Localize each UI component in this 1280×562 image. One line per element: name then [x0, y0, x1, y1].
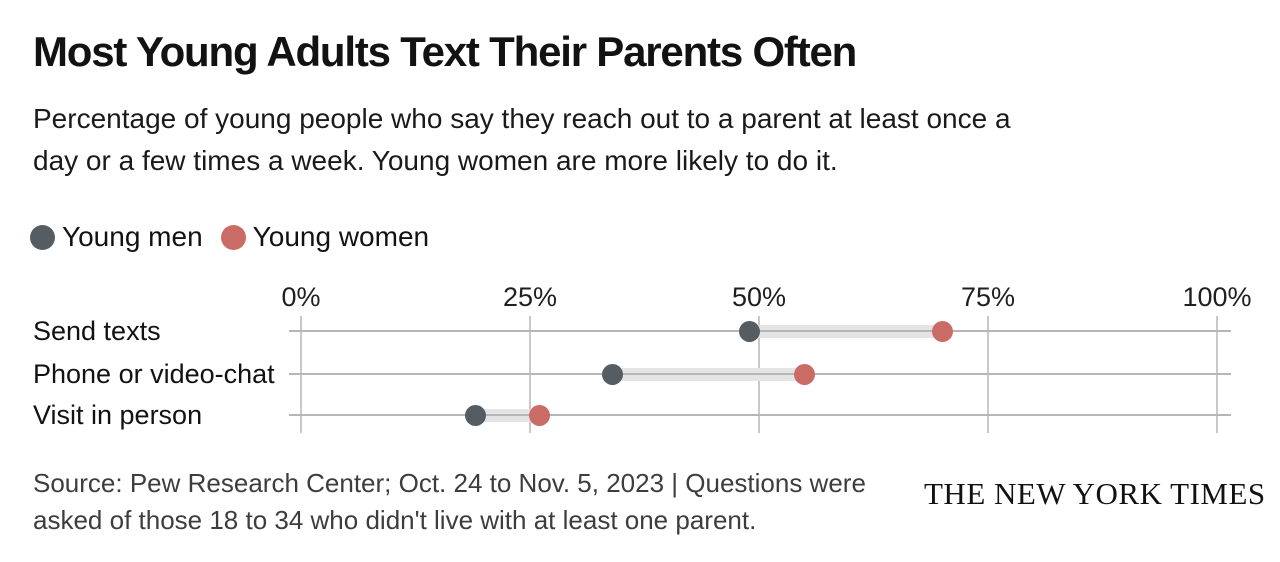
- legend-dot-young-women-icon: [220, 224, 246, 250]
- dot-young-men: [739, 320, 761, 342]
- x-axis-tick-label: 0%: [281, 282, 321, 312]
- category-label: Phone or video-chat: [33, 359, 275, 389]
- row-gridline: [289, 373, 1231, 375]
- category-label: Send texts: [33, 316, 161, 346]
- dot-young-women: [931, 320, 953, 342]
- legend-dot-young-men-icon: [30, 224, 55, 250]
- dot-young-men: [464, 404, 486, 426]
- row-gridline: [289, 414, 1231, 416]
- dot-young-women: [794, 363, 816, 385]
- legend-label-young-men: Young men: [62, 221, 203, 252]
- legend-item-young-men: Young men: [30, 221, 203, 253]
- legend: Young men Young women: [30, 221, 429, 253]
- source-note: Source: Pew Research Center; Oct. 24 to …: [33, 465, 866, 539]
- dot-young-men: [601, 363, 623, 385]
- x-axis-tick-label: 25%: [502, 282, 558, 312]
- subtitle-line: day or a few times a week. Young women a…: [33, 145, 838, 176]
- category-label: Visit in person: [33, 400, 203, 430]
- legend-label-young-women: Young women: [252, 221, 430, 252]
- chart-title: Most Young Adults Text Their Parents Oft…: [33, 28, 857, 75]
- x-axis-tick-label: 50%: [731, 282, 787, 312]
- legend-item-young-women: Young women: [220, 221, 430, 253]
- dot-young-women: [528, 404, 550, 426]
- x-axis-tick-label: 75%: [960, 282, 1016, 312]
- x-axis-tick-label: 100%: [1182, 282, 1252, 312]
- source-line: Source: Pew Research Center; Oct. 24 to …: [33, 468, 866, 498]
- source-line: asked of those 18 to 34 who didn't live …: [33, 505, 757, 535]
- chart-subtitle: Percentage of young people who say they …: [33, 98, 1011, 182]
- nyt-wordmark: THE NEW YORK TIMES: [924, 476, 1266, 511]
- subtitle-line: Percentage of young people who say they …: [33, 103, 1011, 134]
